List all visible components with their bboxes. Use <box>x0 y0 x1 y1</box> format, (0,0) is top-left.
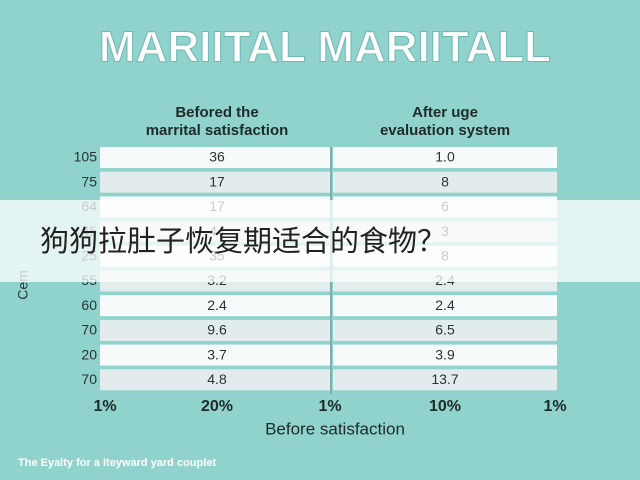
row-stripe <box>100 319 330 341</box>
cell: 1.0 <box>435 149 455 165</box>
banner-bg <box>0 200 640 282</box>
cell: 17 <box>209 173 225 189</box>
row-stripe <box>100 295 330 317</box>
column-header: evaluation system <box>380 122 510 139</box>
row-stripe <box>333 369 557 391</box>
row-stripe <box>333 171 557 193</box>
bottom-label: 1% <box>543 398 566 415</box>
footer: The Eyalty for a Iteyward yard couplet <box>18 457 216 469</box>
bottom-label: 1% <box>93 398 116 415</box>
column-header: marrital satisfaction <box>146 122 289 139</box>
cell: 3.7 <box>207 346 227 362</box>
row-stripe <box>333 319 557 341</box>
row-stripe <box>333 147 557 168</box>
bottom-label: 1% <box>318 398 341 415</box>
bottom-label: 20% <box>201 398 233 415</box>
bottom-label: 10% <box>429 398 461 415</box>
cell: 36 <box>209 149 225 165</box>
column-header: After uge <box>412 104 478 121</box>
banner: 狗狗拉肚子恢复期适合的食物？ <box>40 224 446 258</box>
row-stripe <box>100 369 330 391</box>
row-label: 75 <box>81 173 97 189</box>
cell: 8 <box>441 173 449 189</box>
cell: 13.7 <box>431 371 458 387</box>
title: MARIITAL MARIITALL <box>99 23 551 72</box>
row-label: 60 <box>81 297 97 313</box>
cell: 3.9 <box>435 346 455 362</box>
row-stripe <box>100 147 330 168</box>
cell: 2.4 <box>435 297 455 313</box>
bottom-title: Before satisfaction <box>265 419 405 438</box>
row-stripe <box>100 344 330 366</box>
cell: 4.8 <box>207 371 227 387</box>
cell: 6.5 <box>435 322 455 338</box>
row-stripe <box>100 171 330 193</box>
row-stripe <box>333 295 557 317</box>
row-stripe <box>333 344 557 366</box>
row-label: 70 <box>81 371 97 387</box>
column-header: Befored the <box>175 104 258 121</box>
cell: 9.6 <box>207 322 227 338</box>
row-label: 20 <box>81 346 97 362</box>
cell: 2.4 <box>207 297 227 313</box>
row-label: 70 <box>81 322 97 338</box>
row-label: 105 <box>74 149 98 165</box>
